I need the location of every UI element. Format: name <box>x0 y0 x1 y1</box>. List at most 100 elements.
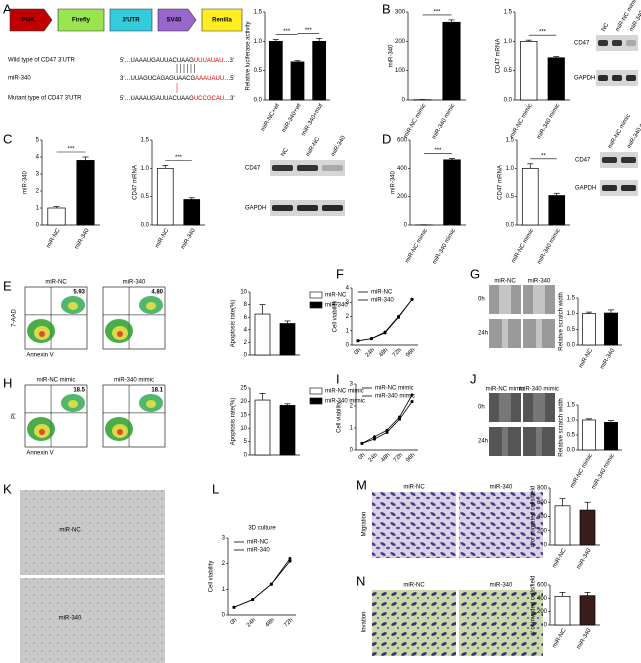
construct-label: Renilla <box>212 18 232 24</box>
sequence: 5'…UAAAUGAUUACUAAGUUUAUAU…3' <box>120 58 234 64</box>
y-tick-label: 300 <box>395 10 406 16</box>
y-tick-label: 8 <box>244 302 248 308</box>
bar <box>582 419 596 451</box>
flow-value: 5.93 <box>73 290 85 296</box>
y-tick-label: 0.5 <box>504 68 513 74</box>
scratch-gap <box>536 319 542 348</box>
panel-label: A <box>3 1 12 16</box>
transwell-image <box>372 492 456 558</box>
seq-part: UUUAUAU <box>194 58 224 64</box>
y-tick-label: 0 <box>404 223 408 229</box>
point <box>232 605 236 609</box>
y-label: miR-340 <box>389 44 395 67</box>
x-tick-label: miR-NC mimic <box>405 228 430 264</box>
point <box>288 559 292 563</box>
y-tick-label: 200 <box>537 609 548 615</box>
row-label: CD47 <box>245 166 261 172</box>
legend-label: miR-340 <box>325 303 348 309</box>
construct-part <box>201 8 243 32</box>
y-tick-label: 800 <box>537 486 548 492</box>
x-tick-label: miR-NC <box>578 347 594 369</box>
construct-part <box>9 8 53 32</box>
seq-part: AAAUAUU <box>195 76 224 82</box>
point <box>385 428 389 432</box>
legend-label: miR-340 mimic <box>375 394 415 400</box>
cell-cloud <box>146 400 156 408</box>
point <box>385 431 389 434</box>
y-tick-label: 1.5 <box>567 296 576 302</box>
y-tick-label: 600 <box>537 500 548 506</box>
x-tick-label: miR-NC <box>552 627 568 649</box>
cell-cloud <box>39 331 45 337</box>
x-tick-label: miR-NC mimic <box>511 228 536 264</box>
panel-label: D <box>382 131 391 146</box>
seq-label: miR-340 <box>8 76 31 82</box>
blot-strip <box>600 152 638 168</box>
panel-label: C <box>3 131 12 146</box>
x-tick-label: miR-340+mut <box>301 103 324 138</box>
y-tick-label: 1.0 <box>141 166 150 172</box>
row-label: GAPDH <box>574 76 595 82</box>
panel-label: H <box>3 375 12 390</box>
row-label: 24h <box>478 439 488 445</box>
row-label: CD47 <box>575 158 591 164</box>
x-tick-label: miR-340 mimic <box>537 228 562 266</box>
x-tick-label: 0h <box>230 617 239 626</box>
construct-part <box>109 8 153 32</box>
y-tick-label: 0 <box>222 613 226 619</box>
x-tick-label: 72h <box>393 452 404 463</box>
y-tick-label: 0.5 <box>254 68 263 74</box>
y-tick-label: 1.5 <box>141 138 150 144</box>
y-tick-label: 1 <box>346 328 350 334</box>
legend-swatch <box>309 291 323 299</box>
row-label: miR-340 <box>59 616 82 622</box>
y-label: Relative scratch width <box>559 398 565 456</box>
y-tick-label: 0.0 <box>567 343 576 349</box>
seq-part: 5'…UAAAUGAUUACUAAG <box>120 58 194 64</box>
legend-label: miR-340 mimic <box>325 399 365 405</box>
bar <box>521 167 539 226</box>
row-label: GAPDH <box>575 186 596 192</box>
y-tick-label: 1.0 <box>567 311 576 317</box>
bar <box>76 160 95 226</box>
error-bar <box>559 498 566 506</box>
error-bar <box>527 163 534 169</box>
x-tick-label: 0h <box>358 452 367 461</box>
y-tick-label: 400 <box>537 514 548 520</box>
y-tick-label: 0.0 <box>504 98 513 104</box>
scratch-gap <box>502 319 508 348</box>
row-label: miR-NC <box>59 528 81 534</box>
col-label: miR-340 <box>528 279 551 285</box>
x-tick-label: 0h <box>354 347 363 356</box>
x-tick-label: miR-340 <box>180 227 197 250</box>
col-label: miR-NC <box>403 485 425 491</box>
y-tick-label: 10 <box>240 426 247 432</box>
y-label: Cell viability <box>337 401 343 433</box>
y-label: # of migrated cells/field <box>531 486 537 547</box>
bar <box>268 40 283 101</box>
legend-label: miR-NC <box>325 293 347 299</box>
bar <box>254 313 271 356</box>
row-label: Invation <box>362 611 368 632</box>
row-label: GAPDH <box>245 206 266 212</box>
flow-xlabel: Annexin V <box>26 353 53 359</box>
x-tick-label: miR-340 mimic <box>591 453 616 491</box>
transwell-image <box>372 590 456 656</box>
y-label: CD47 mRNA <box>498 165 504 200</box>
x-tick-label: miR-340 <box>74 227 91 250</box>
x-tick-label: 48h <box>380 452 391 463</box>
bar <box>254 399 271 456</box>
y-tick-label: 3 <box>222 536 226 542</box>
flow-ylabel: PI <box>12 413 18 419</box>
sphere-image <box>20 490 165 575</box>
y-tick-label: 2 <box>346 314 350 320</box>
error-bar <box>584 591 591 596</box>
y-tick-label: 2 <box>36 189 40 195</box>
legend-swatch <box>309 301 323 309</box>
panel-label: G <box>470 266 480 281</box>
error-bar <box>284 403 291 406</box>
x-tick-label: 24h <box>365 347 376 358</box>
error-bar <box>525 39 532 42</box>
legend-label: miR-NC mimic <box>325 389 364 395</box>
error-bar <box>284 320 291 324</box>
